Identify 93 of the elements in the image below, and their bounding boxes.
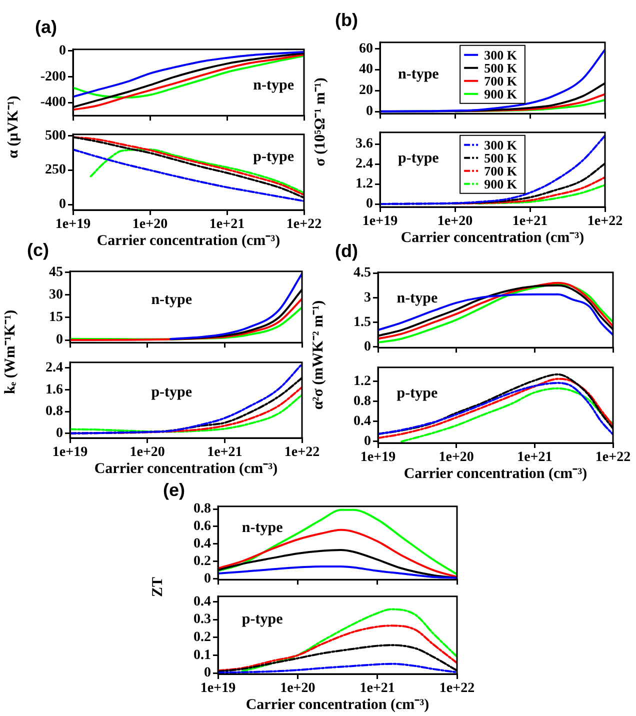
y-tick-label: 0.2	[194, 630, 211, 646]
y-tick-label: 1.2	[354, 374, 371, 390]
x-axis-title: Carrier concentration (cm⁻³)	[96, 232, 280, 249]
annotation: n-type	[253, 78, 294, 94]
chart-title: (c)	[27, 240, 49, 260]
x-tick-label: 1e+20	[438, 450, 474, 466]
annotation: p-type	[253, 148, 294, 165]
x-tick-label: 1e+22	[587, 214, 623, 230]
y-tick-label: 0.3	[194, 612, 211, 628]
x-tick-label: 1e+19	[55, 217, 91, 232]
y-axis-title: kₑ (Wm⁻¹K⁻¹)	[1, 308, 19, 396]
x-tick-label: 1e+22	[284, 445, 320, 460]
legend-label: 500 K	[484, 150, 518, 166]
chart-title: (e)	[163, 480, 185, 500]
annotation: n-type	[396, 290, 438, 307]
legend-label: 300 K	[484, 47, 518, 62]
legend-label: 500 K	[484, 60, 518, 76]
y-axis-title: σ (10⁵Ω⁻¹ m⁻¹)	[311, 76, 329, 168]
y-tick-label: 3.6	[356, 136, 373, 152]
x-tick-label: 1e+20	[437, 214, 473, 230]
y-tick-label: 20	[359, 83, 373, 98]
y-tick-label: 0.4	[354, 414, 371, 430]
y-tick-label: 0	[364, 434, 371, 450]
legend-label: 700 K	[484, 163, 518, 178]
y-axis-title: α²σ (mWK⁻² m⁻¹)	[309, 298, 327, 412]
y-tick-label: 0.4	[194, 594, 211, 610]
x-tick-label: 1e+20	[132, 217, 168, 232]
y-tick-label: 0	[204, 666, 211, 681]
x-tick-label: 1e+19	[200, 681, 236, 696]
y-tick-label: 0	[59, 197, 66, 212]
y-axis-title: α (μVK⁻¹)	[4, 94, 22, 160]
annotation: n-type	[398, 66, 440, 82]
annotation: n-type	[242, 520, 284, 536]
y-tick-label: 40	[359, 62, 373, 78]
y-tick-label: 0	[56, 332, 63, 348]
y-tick-label: 0.8	[194, 502, 211, 517]
x-tick-label: 1e+20	[280, 681, 316, 696]
chart-title: (d)	[335, 241, 358, 261]
legend-label: 700 K	[484, 73, 518, 88]
y-tick-label: -400	[40, 95, 66, 110]
y-tick-label: 0	[366, 104, 373, 120]
legend-label: 300 K	[484, 137, 518, 152]
x-tick-label: 1e+22	[595, 450, 631, 466]
y-tick-label: 0	[59, 43, 66, 58]
x-tick-label: 1e+21	[517, 450, 552, 466]
y-tick-label: 1.2	[356, 176, 373, 192]
annotation: p-type	[398, 150, 440, 166]
y-tick-label: 0.8	[354, 394, 371, 410]
y-tick-label: 0	[204, 571, 211, 586]
y-tick-label: 1.5	[354, 314, 371, 330]
x-tick-label: 1e+22	[286, 217, 322, 232]
x-tick-label: 1e+21	[207, 445, 242, 460]
y-axis-title: ZT	[149, 576, 167, 600]
x-tick-label: 1e+19	[360, 450, 396, 466]
y-tick-label: 0.1	[194, 648, 211, 663]
y-tick-label: -200	[40, 69, 66, 84]
legend-label: 900 K	[484, 176, 518, 192]
y-tick-label: 3	[364, 290, 371, 306]
y-tick-label: 0	[366, 196, 373, 212]
y-tick-label: 0	[56, 426, 63, 441]
y-tick-label: 4.5	[354, 266, 371, 281]
x-tick-label: 1e+19	[362, 214, 398, 230]
y-tick-label: 30	[49, 287, 63, 302]
x-axis-title: Carrier concentration (cm⁻³)	[400, 230, 584, 246]
x-axis-title: Carrier concentration (cm⁻³)	[94, 460, 278, 477]
x-axis-title: Carrier concentration (cm⁻³)	[404, 466, 588, 482]
legend-label: 900 K	[484, 86, 518, 102]
y-tick-label: 0.4	[194, 536, 211, 552]
annotation: p-type	[151, 384, 192, 401]
y-tick-label: 60	[359, 41, 373, 56]
y-tick-label: 0.6	[194, 519, 211, 534]
y-tick-label: 1.6	[46, 382, 63, 398]
x-tick-label: 1e+21	[209, 217, 245, 232]
y-tick-label: 0.8	[46, 404, 63, 420]
y-tick-label: 2.4	[356, 156, 373, 172]
y-tick-label: 0.2	[194, 554, 211, 569]
x-tick-label: 1e+22	[439, 681, 475, 696]
y-tick-label: 2.4	[46, 360, 63, 376]
x-axis-title: Carrier concentration (cm⁻³)	[246, 696, 430, 713]
annotation: n-type	[151, 292, 192, 308]
y-tick-label: 500	[45, 128, 66, 144]
x-tick-label: 1e+21	[360, 681, 395, 696]
x-tick-label: 1e+20	[130, 445, 165, 460]
y-tick-label: 45	[49, 264, 63, 280]
y-tick-label: 0	[364, 340, 371, 355]
annotation: p-type	[242, 612, 284, 628]
y-tick-label: 250	[45, 162, 66, 178]
chart-title: (b)	[335, 10, 358, 30]
y-tick-label: 15	[49, 310, 63, 326]
chart-title: (a)	[35, 17, 57, 37]
x-tick-label: 1e+19	[52, 445, 88, 460]
x-tick-label: 1e+21	[512, 214, 548, 230]
annotation: p-type	[396, 386, 438, 402]
